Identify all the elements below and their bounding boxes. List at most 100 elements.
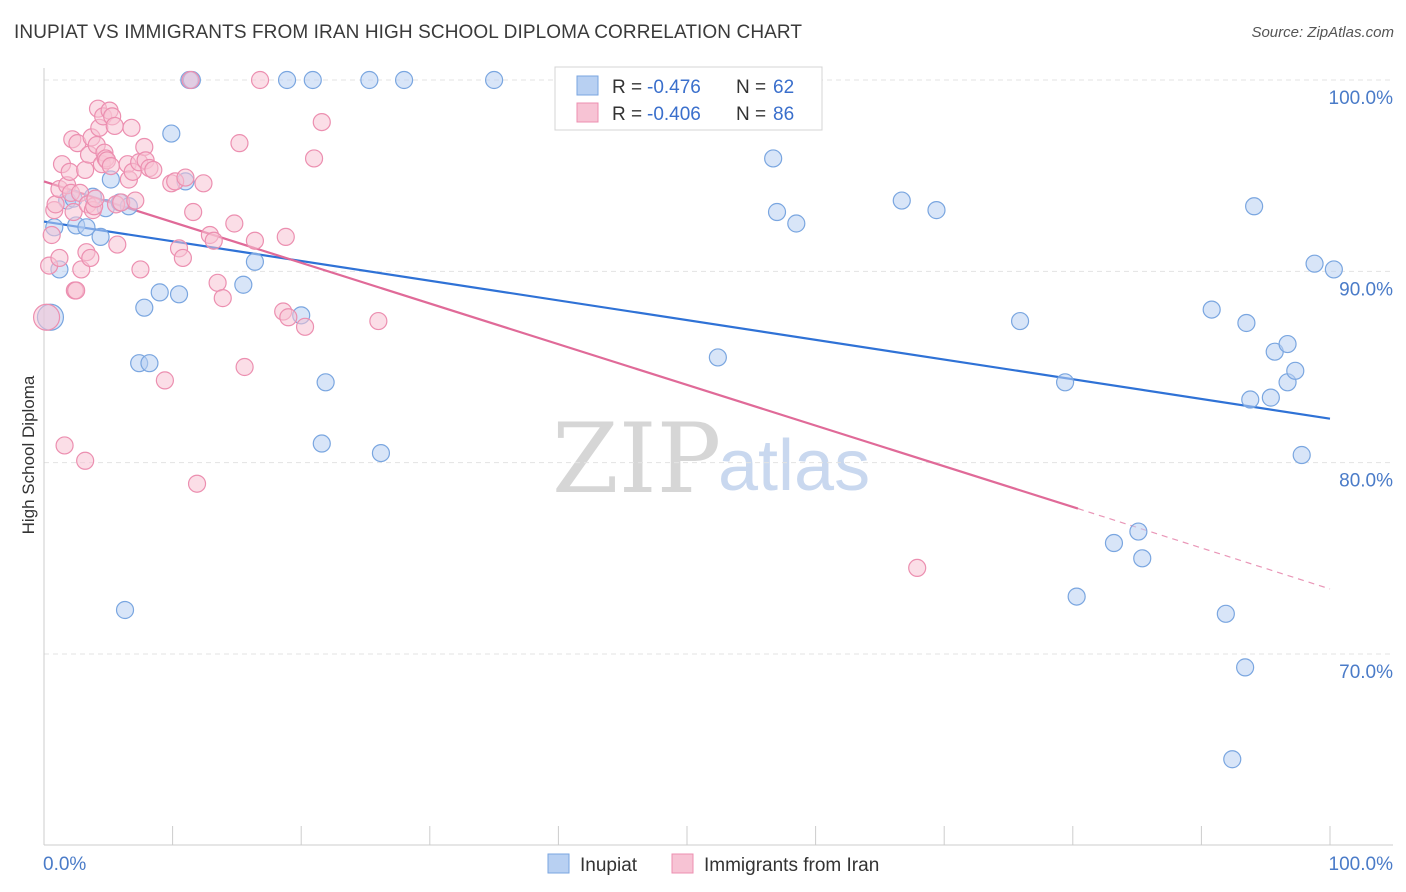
point-iran-13 bbox=[64, 202, 83, 222]
watermark-zip: ZIP bbox=[552, 403, 721, 515]
point-inupiat-33 bbox=[485, 70, 504, 90]
legend-r-label-iran: R = bbox=[612, 104, 642, 125]
point-inupiat-58 bbox=[1286, 361, 1305, 380]
y-tick-label-70: 70.0% bbox=[1339, 662, 1393, 683]
point-iran-19 bbox=[76, 451, 95, 470]
point-inupiat-42 bbox=[1055, 373, 1075, 392]
point-iran-24 bbox=[81, 248, 100, 268]
point-iran-76 bbox=[279, 308, 298, 327]
point-inupiat-16 bbox=[140, 354, 159, 373]
legend-bottom-label-inupiat: Inupiat bbox=[580, 855, 638, 876]
point-inupiat-44 bbox=[1104, 533, 1124, 553]
point-inupiat-39 bbox=[892, 191, 911, 210]
point-inupiat-46 bbox=[1133, 549, 1152, 568]
point-iran-79 bbox=[312, 112, 331, 132]
legend-n-value-iran: 86 bbox=[773, 104, 794, 125]
point-inupiat-31 bbox=[371, 444, 391, 463]
point-inupiat-56 bbox=[1278, 334, 1297, 354]
point-iran-78 bbox=[304, 149, 324, 168]
point-inupiat-45 bbox=[1129, 522, 1148, 541]
legend-r-value-iran: -0.406 bbox=[647, 104, 701, 125]
y-tick-label-90: 90.0% bbox=[1339, 279, 1393, 300]
point-inupiat-48 bbox=[1216, 604, 1235, 623]
point-iran-63 bbox=[187, 474, 207, 493]
point-iran-28 bbox=[86, 189, 105, 208]
point-iran-8 bbox=[55, 436, 74, 455]
point-inupiat-54 bbox=[1261, 388, 1280, 407]
point-inupiat-40 bbox=[927, 201, 946, 220]
point-inupiat-41 bbox=[1010, 311, 1030, 331]
point-inupiat-8 bbox=[91, 227, 110, 246]
x-tick-label-left: 0.0% bbox=[43, 854, 86, 875]
point-inupiat-61 bbox=[1324, 260, 1343, 279]
point-inupiat-17 bbox=[150, 283, 169, 302]
watermark-atlas: atlas bbox=[718, 426, 870, 506]
point-inupiat-19 bbox=[169, 285, 189, 304]
axes bbox=[43, 68, 1393, 846]
point-iran-20 bbox=[76, 160, 95, 180]
point-inupiat-37 bbox=[767, 202, 787, 222]
point-iran-72 bbox=[245, 231, 265, 250]
point-iran-77 bbox=[295, 317, 315, 336]
point-iran-68 bbox=[213, 289, 232, 308]
point-inupiat-13 bbox=[115, 600, 135, 620]
chart-title: INUPIAT VS IMMIGRANTS FROM IRAN HIGH SCH… bbox=[14, 22, 803, 43]
trend-line-inupiat bbox=[43, 220, 1331, 420]
point-inupiat-35 bbox=[708, 348, 727, 367]
legend-n-label-iran: N = bbox=[736, 104, 766, 125]
legend-top-box bbox=[554, 66, 823, 131]
legend-n-label-inupiat: N = bbox=[736, 77, 766, 98]
point-iran-2 bbox=[42, 225, 61, 245]
legend-top: R = -0.476 N = 62 R = -0.406 N = 86 bbox=[554, 66, 823, 131]
legend-bottom-swatch-iran bbox=[671, 853, 694, 874]
point-iran-48 bbox=[126, 191, 145, 210]
y-tick-labels: 70.0% 80.0% 90.0% 100.0% bbox=[1329, 88, 1394, 683]
legend-r-label-inupiat: R = bbox=[612, 77, 642, 98]
point-inupiat-28 bbox=[312, 434, 331, 453]
point-iran-64 bbox=[194, 174, 213, 193]
point-iran-46 bbox=[122, 118, 141, 137]
point-inupiat-47 bbox=[1202, 300, 1221, 319]
point-iran-70 bbox=[230, 134, 249, 153]
point-iran-38 bbox=[101, 157, 120, 176]
legend-bottom-label-iran: Immigrants from Iran bbox=[704, 855, 879, 876]
legend-bottom: Inupiat Immigrants from Iran bbox=[547, 853, 879, 876]
y-tick-label-80: 80.0% bbox=[1339, 471, 1393, 492]
point-iran-81 bbox=[908, 558, 927, 578]
point-iran-59 bbox=[173, 248, 192, 268]
data-points bbox=[32, 70, 1343, 769]
point-iran-73 bbox=[250, 70, 270, 90]
legend-r-value-inupiat: -0.476 bbox=[647, 77, 701, 98]
point-iran-80 bbox=[369, 311, 388, 331]
point-inupiat-60 bbox=[1305, 254, 1324, 273]
legend-swatch-inupiat bbox=[576, 75, 599, 96]
point-inupiat-6 bbox=[77, 218, 96, 237]
point-inupiat-32 bbox=[394, 70, 414, 90]
series-iran-points bbox=[32, 70, 927, 578]
point-iran-6 bbox=[50, 248, 69, 268]
y-axis-label: High School Diploma bbox=[19, 375, 38, 534]
point-iran-42 bbox=[108, 235, 127, 254]
point-inupiat-24 bbox=[245, 252, 265, 271]
legend-n-value-inupiat: 62 bbox=[773, 77, 794, 98]
point-iran-0 bbox=[32, 303, 61, 331]
point-inupiat-53 bbox=[1245, 197, 1264, 216]
point-iran-66 bbox=[204, 231, 223, 250]
point-inupiat-52 bbox=[1241, 390, 1260, 409]
point-iran-75 bbox=[276, 227, 295, 246]
point-inupiat-25 bbox=[277, 70, 297, 90]
point-inupiat-30 bbox=[360, 70, 379, 90]
point-iran-62 bbox=[184, 202, 203, 222]
point-iran-4 bbox=[46, 195, 65, 214]
point-iran-60 bbox=[176, 168, 195, 187]
point-iran-61 bbox=[181, 70, 200, 90]
chart-source: Source: ZipAtlas.com bbox=[1251, 24, 1394, 41]
point-iran-10 bbox=[60, 162, 79, 181]
point-iran-67 bbox=[208, 273, 227, 292]
x-tick-label-right: 100.0% bbox=[1329, 854, 1394, 875]
point-iran-71 bbox=[235, 357, 254, 377]
point-iran-54 bbox=[144, 160, 163, 180]
trend-line-dashed-iran bbox=[1077, 508, 1331, 590]
point-inupiat-49 bbox=[1223, 750, 1242, 769]
